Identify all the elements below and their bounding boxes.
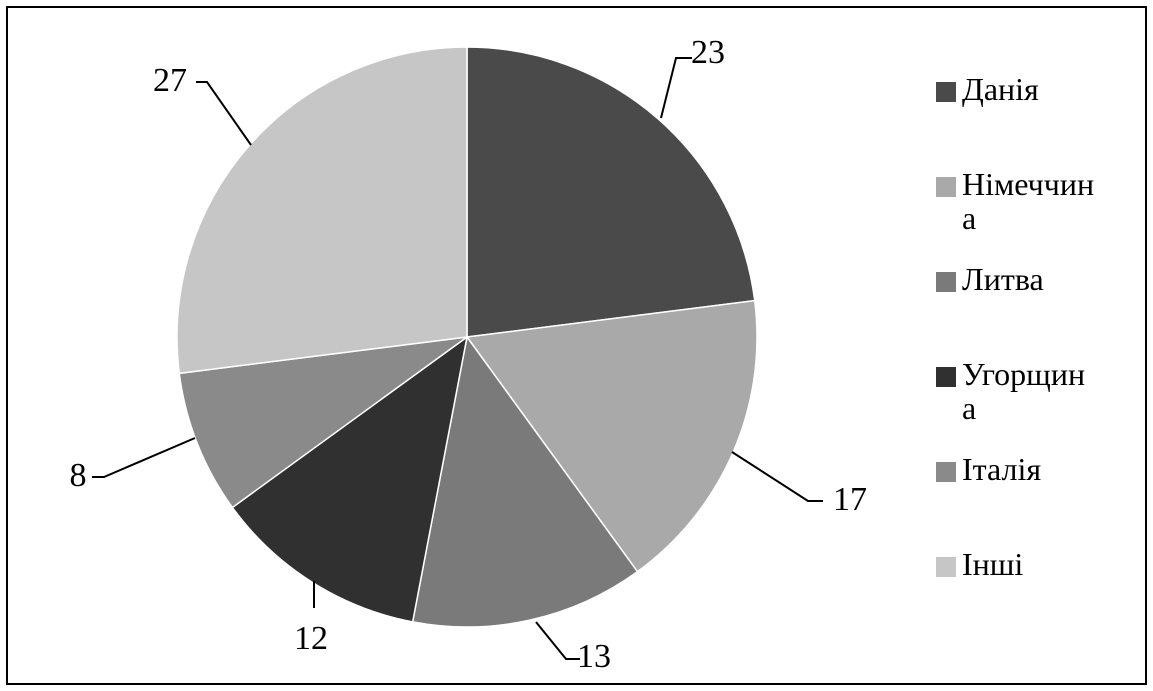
legend-label: Угорщин а [962,356,1085,426]
legend-label: Італія [962,451,1041,487]
legend-swatch [936,272,956,292]
legend-item: Італія [936,451,1041,487]
legend-item: Інші [936,546,1023,582]
leader-line [536,622,580,659]
legend-item: Данія [936,71,1039,107]
data-label: 12 [294,620,328,657]
legend-swatch [936,367,956,387]
legend-label: Литва [962,261,1044,297]
legend-swatch [936,177,956,197]
legend-swatch [936,82,956,102]
leader-line [661,58,692,118]
leader-line [92,438,195,477]
legend-item: Угорщин а [936,356,1085,426]
slice-inshi [177,47,467,373]
legend-swatch [936,557,956,577]
chart-frame: 23 17 13 12 8 27 Данія Німеччин а Литва Угорщин а І… [6,6,1147,685]
legend: Данія Німеччин а Литва Угорщин а Італія Інші [936,71,1094,582]
legend-label: Данія [962,71,1039,107]
leader-line [732,452,823,501]
slice-dania [467,47,755,337]
legend-item: Литва [936,261,1044,297]
legend-swatch [936,462,956,482]
data-label: 8 [70,457,87,494]
data-label: 13 [577,638,611,675]
data-label: 23 [691,34,725,71]
pie-slices [177,47,757,627]
pie-chart: 23 17 13 12 8 27 Данія Німеччин а Литва Угорщин а І… [8,8,1149,687]
legend-label: Інші [962,546,1023,582]
leader-line [196,82,251,145]
data-label: 27 [153,62,187,99]
legend-label: Німеччин а [962,166,1094,236]
legend-item: Німеччин а [936,166,1094,236]
data-label: 17 [833,481,867,518]
